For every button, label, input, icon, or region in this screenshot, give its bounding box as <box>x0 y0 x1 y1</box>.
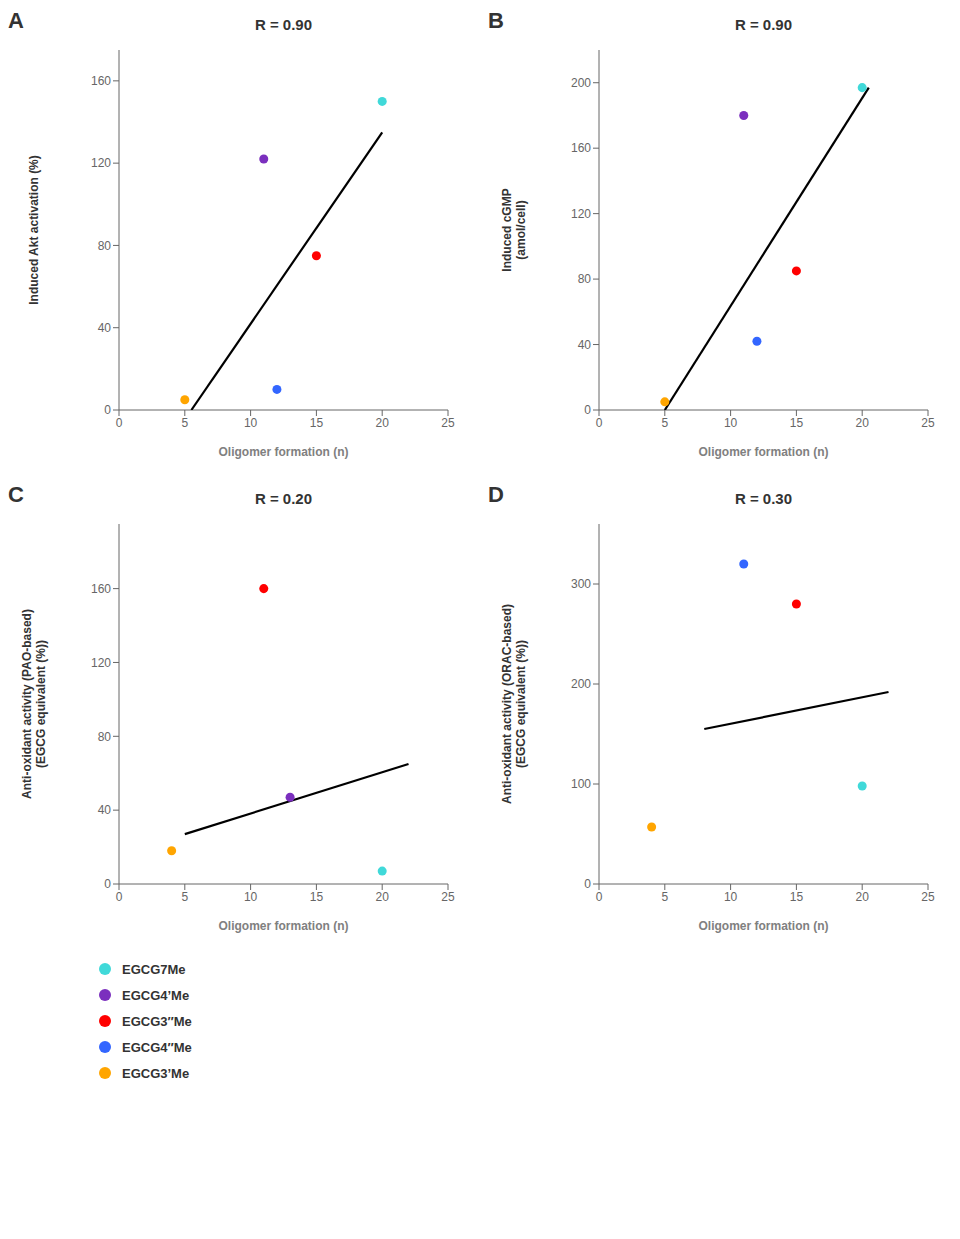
html-text:EGCG4’Me: EGCG4’Me <box>122 987 190 1003</box>
svg-text:80: 80 <box>578 272 592 286</box>
svg-text:40: 40 <box>578 338 592 352</box>
svg-text:80: 80 <box>98 730 112 744</box>
svg-text:10: 10 <box>724 416 738 430</box>
html-text:R = 0.20: R = 0.20 <box>254 490 313 507</box>
svg-text:20: 20 <box>856 416 870 430</box>
svg-text:25: 25 <box>921 416 935 430</box>
svg-text:40: 40 <box>98 803 112 817</box>
svg-text:120: 120 <box>91 656 111 670</box>
svg-text:300: 300 <box>571 577 591 591</box>
html-text:R = 0.90: R = 0.90 <box>734 16 793 33</box>
svg-text:0: 0 <box>584 877 591 891</box>
svg-text:160: 160 <box>91 74 111 88</box>
html-text:EGCG3″Me: EGCG3″Me <box>122 1013 192 1029</box>
svg-text:20: 20 <box>376 416 390 430</box>
svg-text:5: 5 <box>661 416 668 430</box>
html-text:C: C <box>8 482 24 507</box>
svg-text:0: 0 <box>104 403 111 417</box>
svg-text:15: 15 <box>310 416 324 430</box>
svg-text:10: 10 <box>244 416 258 430</box>
svg-text:5: 5 <box>181 890 188 904</box>
svg-text:0: 0 <box>596 890 603 904</box>
html-text:EGCG3’Me: EGCG3’Me <box>122 1065 190 1081</box>
svg-text:10: 10 <box>724 890 738 904</box>
html-text:R = 0.30: R = 0.30 <box>734 490 793 507</box>
html-text:A: A <box>8 8 24 33</box>
svg-text:200: 200 <box>571 677 591 691</box>
svg-text:0: 0 <box>116 416 123 430</box>
html-text:D: D <box>488 482 504 507</box>
html-text:EGCG7Me: EGCG7Me <box>122 961 186 977</box>
svg-text:Oligomer formation (n): Oligomer formation (n) <box>219 919 349 933</box>
svg-text:10: 10 <box>244 890 258 904</box>
html-text:R = 0.90: R = 0.90 <box>254 16 313 33</box>
svg-text:Oligomer formation (n): Oligomer formation (n) <box>219 445 349 459</box>
svg-text:5: 5 <box>181 416 188 430</box>
svg-text:15: 15 <box>790 890 804 904</box>
svg-text:15: 15 <box>790 416 804 430</box>
html-text:B: B <box>488 8 504 33</box>
svg-text:Induced cGMP(amol/cell): Induced cGMP(amol/cell) <box>500 188 528 271</box>
svg-text:Induced Akt activation (%): Induced Akt activation (%) <box>27 155 41 305</box>
svg-text:20: 20 <box>376 890 390 904</box>
svg-text:25: 25 <box>441 890 455 904</box>
svg-text:100: 100 <box>571 777 591 791</box>
svg-text:20: 20 <box>856 890 870 904</box>
svg-text:15: 15 <box>310 890 324 904</box>
svg-text:0: 0 <box>584 403 591 417</box>
svg-text:200: 200 <box>571 76 591 90</box>
svg-text:Oligomer formation (n): Oligomer formation (n) <box>699 919 829 933</box>
svg-text:160: 160 <box>91 582 111 596</box>
svg-text:0: 0 <box>596 416 603 430</box>
svg-text:Oligomer formation (n): Oligomer formation (n) <box>699 445 829 459</box>
svg-text:5: 5 <box>661 890 668 904</box>
svg-text:25: 25 <box>441 416 455 430</box>
svg-text:Anti-oxidant activity (PAO-bas: Anti-oxidant activity (PAO-based)(EGCG e… <box>20 609 48 799</box>
svg-text:120: 120 <box>91 156 111 170</box>
svg-text:40: 40 <box>98 321 112 335</box>
svg-text:160: 160 <box>571 141 591 155</box>
svg-text:0: 0 <box>116 890 123 904</box>
svg-text:80: 80 <box>98 239 112 253</box>
html-text:EGCG4″Me: EGCG4″Me <box>122 1039 192 1055</box>
svg-text:120: 120 <box>571 207 591 221</box>
svg-text:Anti-oxidant activity (ORAC-ba: Anti-oxidant activity (ORAC-based)(EGCG … <box>500 604 528 804</box>
svg-text:0: 0 <box>104 877 111 891</box>
svg-text:25: 25 <box>921 890 935 904</box>
